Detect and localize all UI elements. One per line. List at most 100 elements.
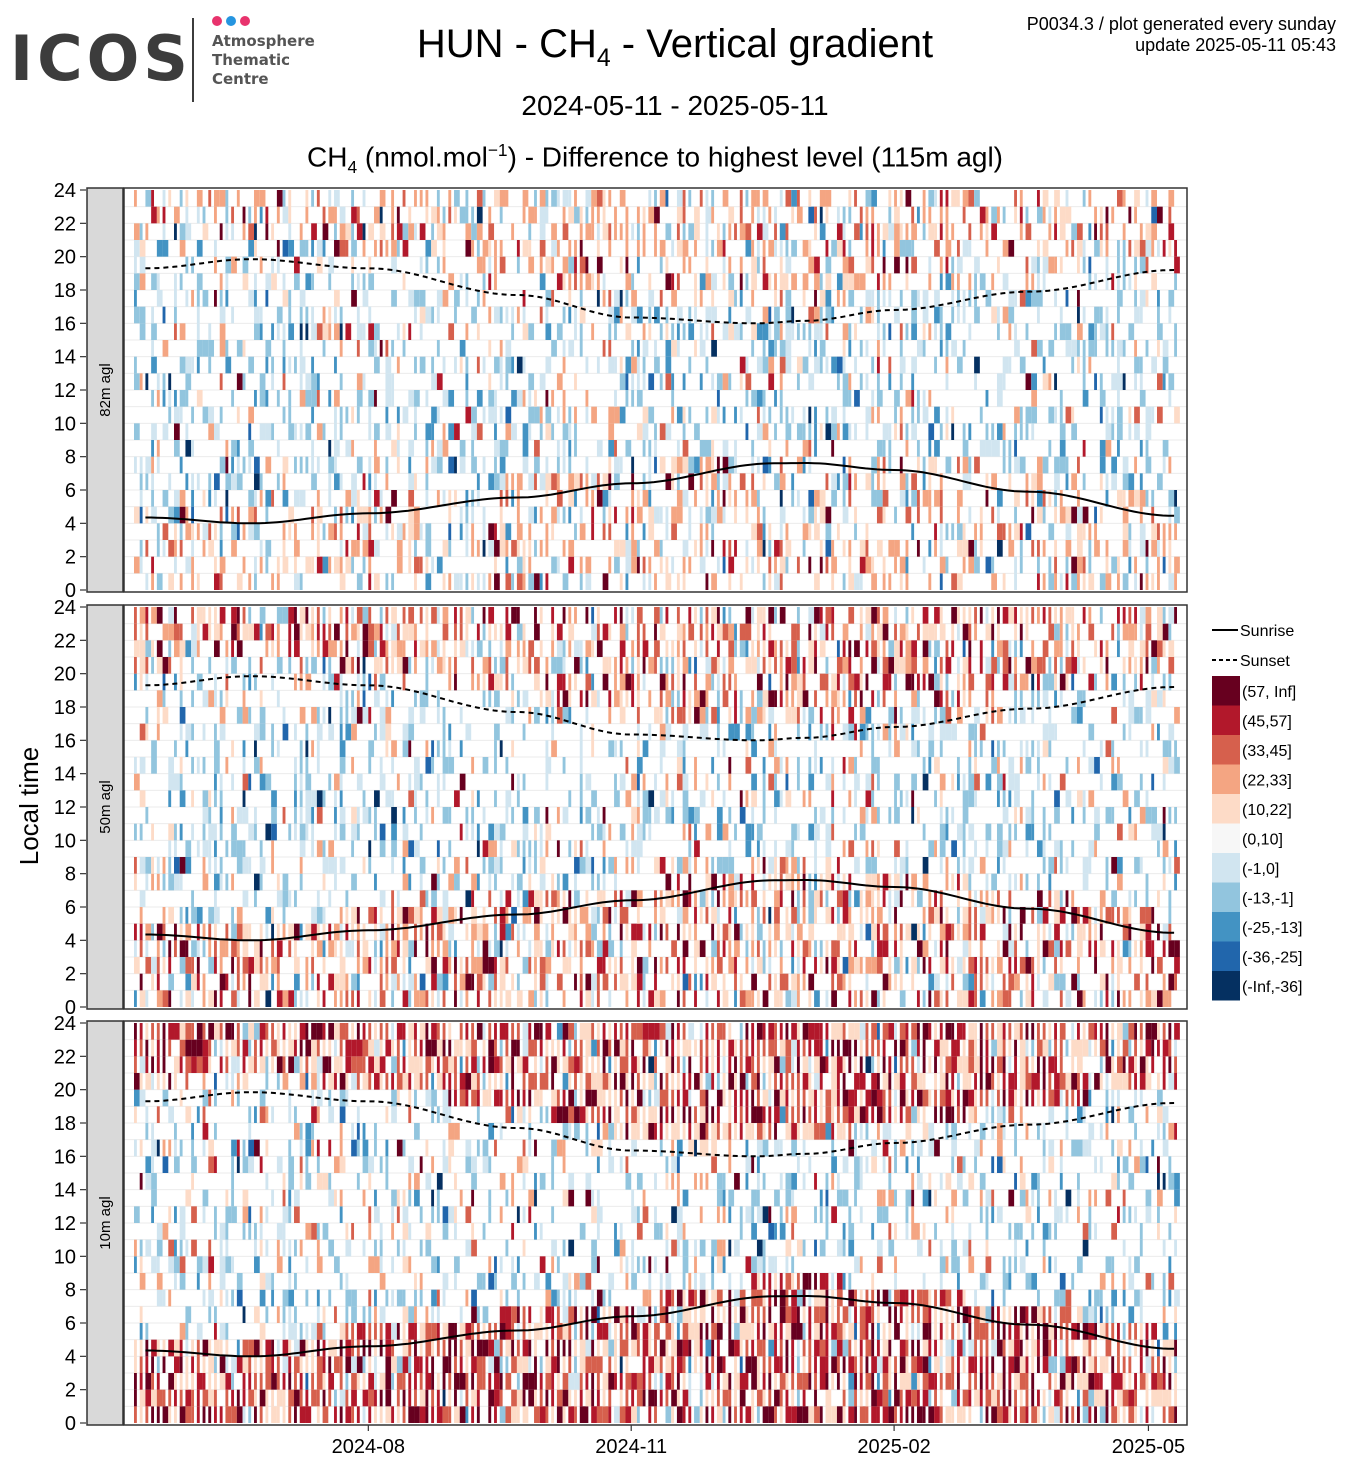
heatmap-cell	[694, 540, 697, 557]
heatmap-cell	[911, 973, 915, 991]
heatmap-cell	[219, 790, 223, 807]
heatmap-cell	[1036, 490, 1043, 507]
heatmap-cell	[894, 873, 900, 891]
heatmap-cell	[831, 790, 835, 807]
heatmap-cell	[728, 206, 735, 224]
heatmap-cell	[356, 823, 360, 841]
heatmap-cell	[991, 873, 997, 891]
heatmap-cell	[894, 840, 900, 857]
heatmap-cell	[305, 273, 312, 290]
heatmap-cell	[728, 290, 735, 307]
heatmap-cell	[939, 273, 943, 290]
heatmap-cell	[402, 623, 409, 641]
heatmap-cell	[614, 873, 617, 891]
heatmap-cell	[974, 973, 977, 991]
heatmap-cell	[842, 206, 846, 224]
heatmap-cell	[299, 323, 303, 340]
heatmap-cell	[379, 240, 383, 257]
heatmap-cell	[808, 707, 815, 724]
heatmap-cell	[356, 306, 360, 324]
heatmap-cell	[191, 890, 195, 907]
heatmap-cell	[854, 506, 857, 524]
heatmap-cell	[1071, 623, 1075, 641]
heatmap-cell	[665, 690, 672, 707]
heatmap-cell	[1116, 390, 1120, 407]
heatmap-cell	[1099, 923, 1103, 941]
heatmap-cell	[1036, 740, 1040, 757]
heatmap-cell	[671, 890, 675, 907]
heatmap-cell	[888, 373, 892, 390]
heatmap-cell	[425, 306, 432, 324]
heatmap-cell	[1002, 306, 1009, 324]
heatmap-cell	[316, 907, 323, 924]
heatmap-cell	[254, 323, 260, 340]
heatmap-cell	[448, 673, 452, 691]
heatmap-cell	[899, 990, 906, 1007]
heatmap-cell	[1019, 540, 1023, 557]
heatmap-cell	[745, 390, 749, 407]
heatmap-cell	[231, 957, 235, 974]
heatmap-cell	[808, 190, 812, 207]
heatmap-cell	[545, 840, 549, 857]
heatmap-cell	[859, 740, 863, 757]
heatmap-cell	[694, 640, 697, 657]
heatmap-cell	[499, 523, 506, 540]
heatmap-cell	[705, 573, 709, 590]
heatmap-cell	[654, 190, 657, 207]
heatmap-cell	[516, 390, 523, 407]
heatmap-cell	[808, 823, 815, 841]
heatmap-cell	[631, 857, 635, 874]
heatmap-cell	[391, 923, 395, 941]
panel-strip	[86, 187, 124, 593]
heatmap-cell	[282, 373, 286, 390]
heatmap-cell	[848, 373, 852, 390]
heatmap-cell	[562, 957, 569, 974]
heatmap-cell	[928, 840, 935, 857]
heatmap-cell	[791, 690, 795, 707]
heatmap-cell	[305, 740, 309, 757]
heatmap-cell	[1071, 807, 1075, 824]
heatmap-cell	[236, 506, 240, 524]
heatmap-cell	[476, 973, 483, 991]
heatmap-cell	[956, 657, 960, 674]
heatmap-cell	[391, 340, 395, 357]
heatmap-cell	[499, 957, 506, 974]
heatmap-cell	[762, 907, 766, 924]
heatmap-cell	[368, 990, 372, 1007]
heatmap-cell	[545, 473, 552, 490]
heatmap-cell	[145, 506, 149, 524]
heatmap-cell	[894, 540, 900, 557]
heatmap-cell	[676, 406, 683, 424]
heatmap-cell	[1094, 940, 1097, 957]
heatmap-cell	[831, 406, 837, 424]
heatmap-cell	[499, 657, 506, 674]
heatmap-cell	[379, 640, 386, 657]
heatmap-cell	[179, 857, 186, 874]
heatmap-cell	[339, 406, 343, 424]
heatmap-cell	[311, 306, 315, 324]
heatmap-cell	[425, 940, 429, 957]
heatmap-cell	[494, 456, 497, 474]
heatmap-cell	[1042, 673, 1049, 691]
heatmap-cell	[682, 790, 689, 807]
heatmap-cell	[179, 356, 186, 374]
heatmap-cell	[168, 540, 175, 557]
heatmap-cell	[625, 857, 629, 874]
heatmap-cell	[305, 823, 309, 841]
heatmap-cell	[471, 790, 475, 807]
heatmap-cell	[962, 440, 969, 457]
heatmap-cell	[848, 957, 855, 974]
heatmap-cell	[505, 640, 512, 657]
heatmap-cell	[242, 340, 246, 357]
heatmap-cell	[694, 990, 697, 1007]
heatmap-cell	[756, 456, 760, 474]
heatmap-cell	[231, 456, 235, 474]
heatmap-cell	[408, 657, 412, 674]
heatmap-cell	[1048, 890, 1052, 907]
heatmap-cell	[494, 973, 497, 991]
heatmap-cell	[465, 857, 469, 874]
heatmap-cell	[1094, 907, 1097, 924]
heatmap-cell	[556, 473, 560, 490]
heatmap-cell	[619, 373, 626, 390]
heatmap-cell	[956, 707, 963, 724]
